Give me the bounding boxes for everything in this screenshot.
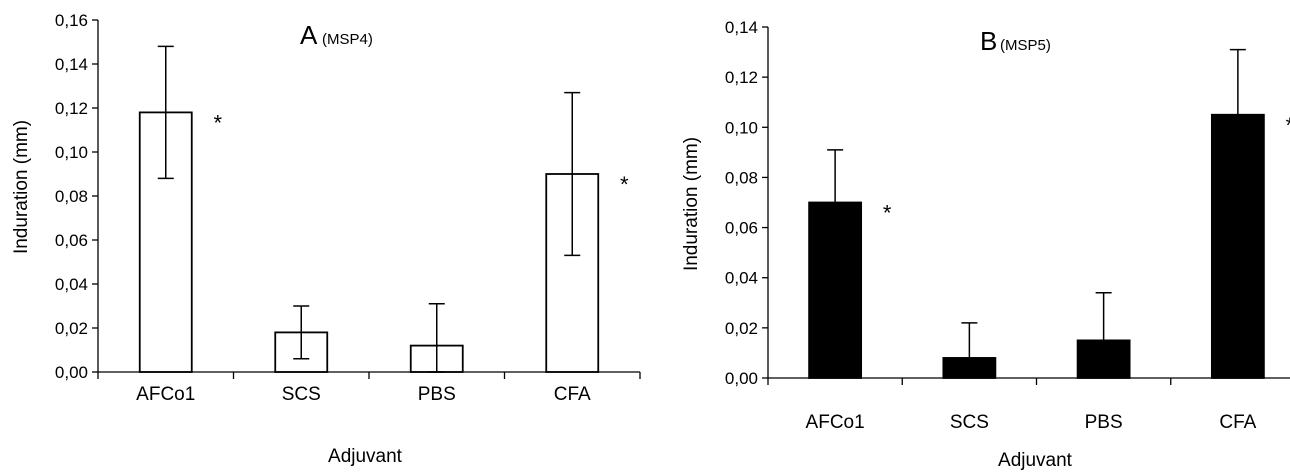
chart-b-y-tick-label: 0,04 bbox=[725, 269, 758, 288]
chart-a-y-tick-label: 0,08 bbox=[55, 187, 88, 206]
chart-b: B (MSP5) Induration (mm) Adjuvant 0,00 0,… bbox=[681, 18, 1290, 471]
chart-a-y-tick-label: 0,12 bbox=[55, 99, 88, 118]
chart-b-category-label: CFA bbox=[1219, 412, 1256, 433]
chart-a-y-tick-label: 0,06 bbox=[55, 231, 88, 250]
chart-a-title-sub: (MSP4) bbox=[322, 31, 373, 48]
chart-a-significance-marker: * bbox=[213, 110, 222, 135]
chart-b-y-tick-label: 0,00 bbox=[725, 369, 758, 388]
chart-b-bar bbox=[1076, 339, 1131, 379]
chart-b-title-letter: B bbox=[980, 26, 997, 56]
chart-b-significance-marker: * bbox=[1286, 113, 1290, 138]
chart-b-category-label: SCS bbox=[950, 412, 989, 433]
chart-b-y-tick-label: 0,08 bbox=[725, 168, 758, 187]
chart-b-category-label: PBS bbox=[1085, 412, 1123, 433]
chart-a-y-tick-label: 0,02 bbox=[55, 319, 88, 338]
chart-a-category-label: CFA bbox=[554, 384, 591, 405]
chart-a-y-tick-label: 0,10 bbox=[55, 143, 88, 162]
chart-b-y-tick-label: 0,06 bbox=[725, 219, 758, 238]
chart-b-y-tick-label: 0,12 bbox=[725, 68, 758, 87]
chart-b-bars bbox=[808, 48, 1265, 379]
chart-a-category-label: AFCo1 bbox=[136, 384, 195, 405]
chart-a-y-axis-title: Induration (mm) bbox=[11, 120, 32, 254]
chart-b-y-tick-label: 0,10 bbox=[725, 118, 758, 137]
chart-a-category-label: SCS bbox=[282, 384, 321, 405]
chart-b-significance-marker: * bbox=[883, 201, 892, 226]
chart-b-title-sub: (MSP5) bbox=[1000, 37, 1051, 54]
chart-a-y-tick-label: 0,14 bbox=[55, 55, 88, 74]
chart-a-category-label: PBS bbox=[418, 384, 456, 405]
chart-b-bar bbox=[1210, 113, 1265, 379]
chart-b-category-label: AFCo1 bbox=[806, 412, 865, 433]
chart-b-x-axis-title: Adjuvant bbox=[998, 450, 1073, 471]
chart-b-bar bbox=[942, 357, 997, 379]
chart-a-y-tick-label: 0,04 bbox=[55, 275, 88, 294]
chart-a-y-tick-label: 0,00 bbox=[55, 363, 88, 382]
chart-b-y-axis-title: Induration (mm) bbox=[681, 137, 702, 271]
chart-a-x-axis-title: Adjuvant bbox=[328, 446, 403, 467]
chart-b-y-tick-label: 0,14 bbox=[725, 18, 758, 37]
chart-a-bars bbox=[138, 45, 600, 373]
chart-a-title-letter: A bbox=[300, 20, 318, 50]
chart-a-y-tick-label: 0,16 bbox=[55, 11, 88, 30]
chart-b-y-tick-label: 0,02 bbox=[725, 319, 758, 338]
chart-a-significance-marker: * bbox=[620, 172, 629, 197]
chart-b-bar bbox=[808, 201, 863, 379]
chart-a: A (MSP4) Induration (mm) Adjuvant 0,00 0,… bbox=[11, 11, 641, 467]
